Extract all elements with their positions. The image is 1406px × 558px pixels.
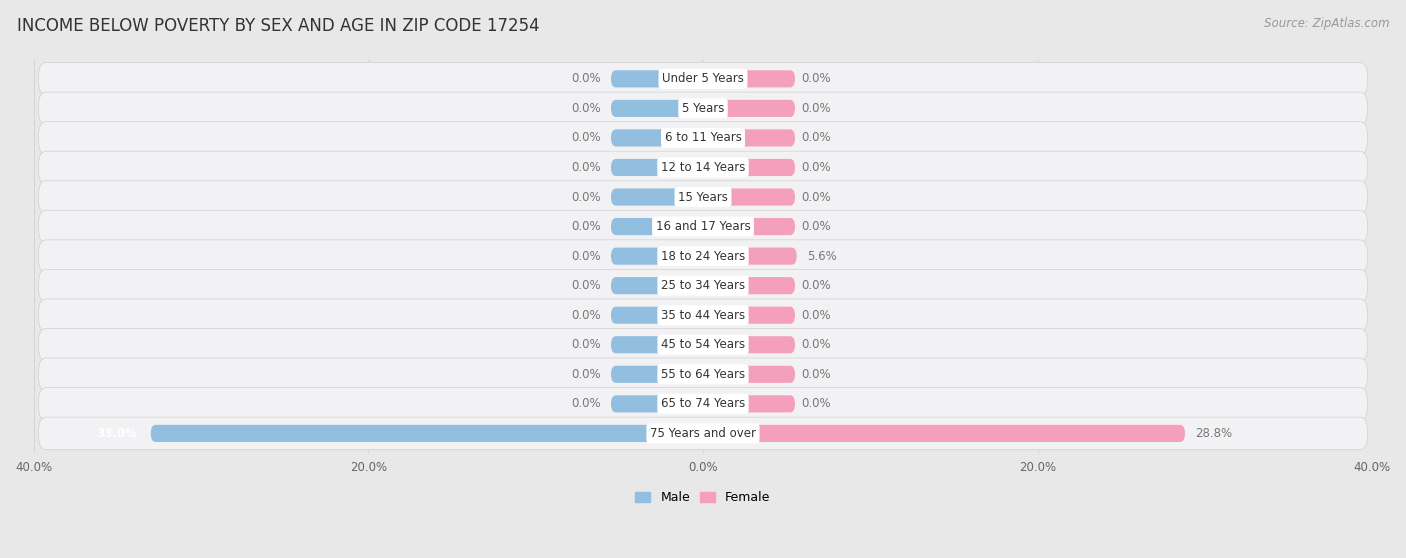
Text: 0.0%: 0.0% <box>571 220 600 233</box>
Text: 0.0%: 0.0% <box>801 190 831 204</box>
FancyBboxPatch shape <box>703 70 794 88</box>
FancyBboxPatch shape <box>612 365 703 383</box>
Text: 0.0%: 0.0% <box>801 397 831 410</box>
Text: 0.0%: 0.0% <box>801 102 831 115</box>
FancyBboxPatch shape <box>150 425 703 442</box>
Text: 12 to 14 Years: 12 to 14 Years <box>661 161 745 174</box>
Text: 0.0%: 0.0% <box>801 73 831 85</box>
Text: 0.0%: 0.0% <box>571 132 600 145</box>
Text: 0.0%: 0.0% <box>571 338 600 351</box>
FancyBboxPatch shape <box>38 417 1368 450</box>
FancyBboxPatch shape <box>703 248 797 264</box>
FancyBboxPatch shape <box>703 218 794 235</box>
FancyBboxPatch shape <box>612 307 703 324</box>
FancyBboxPatch shape <box>38 210 1368 243</box>
FancyBboxPatch shape <box>612 248 703 264</box>
FancyBboxPatch shape <box>38 122 1368 154</box>
Text: 0.0%: 0.0% <box>801 132 831 145</box>
FancyBboxPatch shape <box>703 307 794 324</box>
Text: 0.0%: 0.0% <box>571 161 600 174</box>
Text: 28.8%: 28.8% <box>1195 427 1232 440</box>
FancyBboxPatch shape <box>612 159 703 176</box>
Text: Source: ZipAtlas.com: Source: ZipAtlas.com <box>1264 17 1389 30</box>
Text: 0.0%: 0.0% <box>801 279 831 292</box>
FancyBboxPatch shape <box>703 365 794 383</box>
Text: 6 to 11 Years: 6 to 11 Years <box>665 132 741 145</box>
FancyBboxPatch shape <box>38 151 1368 184</box>
FancyBboxPatch shape <box>38 240 1368 272</box>
Text: 0.0%: 0.0% <box>571 368 600 381</box>
FancyBboxPatch shape <box>38 358 1368 391</box>
Text: 0.0%: 0.0% <box>801 338 831 351</box>
FancyBboxPatch shape <box>703 277 794 294</box>
FancyBboxPatch shape <box>38 62 1368 95</box>
FancyBboxPatch shape <box>612 70 703 88</box>
Text: 0.0%: 0.0% <box>571 102 600 115</box>
FancyBboxPatch shape <box>38 181 1368 213</box>
Text: 0.0%: 0.0% <box>801 220 831 233</box>
FancyBboxPatch shape <box>703 159 794 176</box>
Text: 0.0%: 0.0% <box>571 397 600 410</box>
Text: 25 to 34 Years: 25 to 34 Years <box>661 279 745 292</box>
FancyBboxPatch shape <box>612 336 703 353</box>
FancyBboxPatch shape <box>38 299 1368 331</box>
Text: 0.0%: 0.0% <box>801 161 831 174</box>
Text: 5.6%: 5.6% <box>807 249 837 263</box>
FancyBboxPatch shape <box>612 277 703 294</box>
Text: 33.0%: 33.0% <box>97 427 138 440</box>
Text: INCOME BELOW POVERTY BY SEX AND AGE IN ZIP CODE 17254: INCOME BELOW POVERTY BY SEX AND AGE IN Z… <box>17 17 540 35</box>
Text: 0.0%: 0.0% <box>571 190 600 204</box>
Text: 5 Years: 5 Years <box>682 102 724 115</box>
FancyBboxPatch shape <box>703 395 794 412</box>
Text: 45 to 54 Years: 45 to 54 Years <box>661 338 745 351</box>
Text: 0.0%: 0.0% <box>571 249 600 263</box>
FancyBboxPatch shape <box>612 100 703 117</box>
Text: 0.0%: 0.0% <box>571 309 600 322</box>
FancyBboxPatch shape <box>612 395 703 412</box>
FancyBboxPatch shape <box>612 129 703 147</box>
Text: 65 to 74 Years: 65 to 74 Years <box>661 397 745 410</box>
Text: 16 and 17 Years: 16 and 17 Years <box>655 220 751 233</box>
Text: 75 Years and over: 75 Years and over <box>650 427 756 440</box>
Text: 15 Years: 15 Years <box>678 190 728 204</box>
FancyBboxPatch shape <box>612 218 703 235</box>
Text: 0.0%: 0.0% <box>571 73 600 85</box>
FancyBboxPatch shape <box>703 100 794 117</box>
Text: 0.0%: 0.0% <box>801 368 831 381</box>
FancyBboxPatch shape <box>38 92 1368 124</box>
Text: 0.0%: 0.0% <box>571 279 600 292</box>
Text: 55 to 64 Years: 55 to 64 Years <box>661 368 745 381</box>
FancyBboxPatch shape <box>612 189 703 205</box>
FancyBboxPatch shape <box>703 425 1185 442</box>
Legend: Male, Female: Male, Female <box>630 486 776 509</box>
FancyBboxPatch shape <box>703 336 794 353</box>
FancyBboxPatch shape <box>38 329 1368 361</box>
FancyBboxPatch shape <box>38 388 1368 420</box>
FancyBboxPatch shape <box>703 189 794 205</box>
FancyBboxPatch shape <box>703 129 794 147</box>
FancyBboxPatch shape <box>38 270 1368 302</box>
Text: 18 to 24 Years: 18 to 24 Years <box>661 249 745 263</box>
Text: 0.0%: 0.0% <box>801 309 831 322</box>
Text: Under 5 Years: Under 5 Years <box>662 73 744 85</box>
Text: 35 to 44 Years: 35 to 44 Years <box>661 309 745 322</box>
